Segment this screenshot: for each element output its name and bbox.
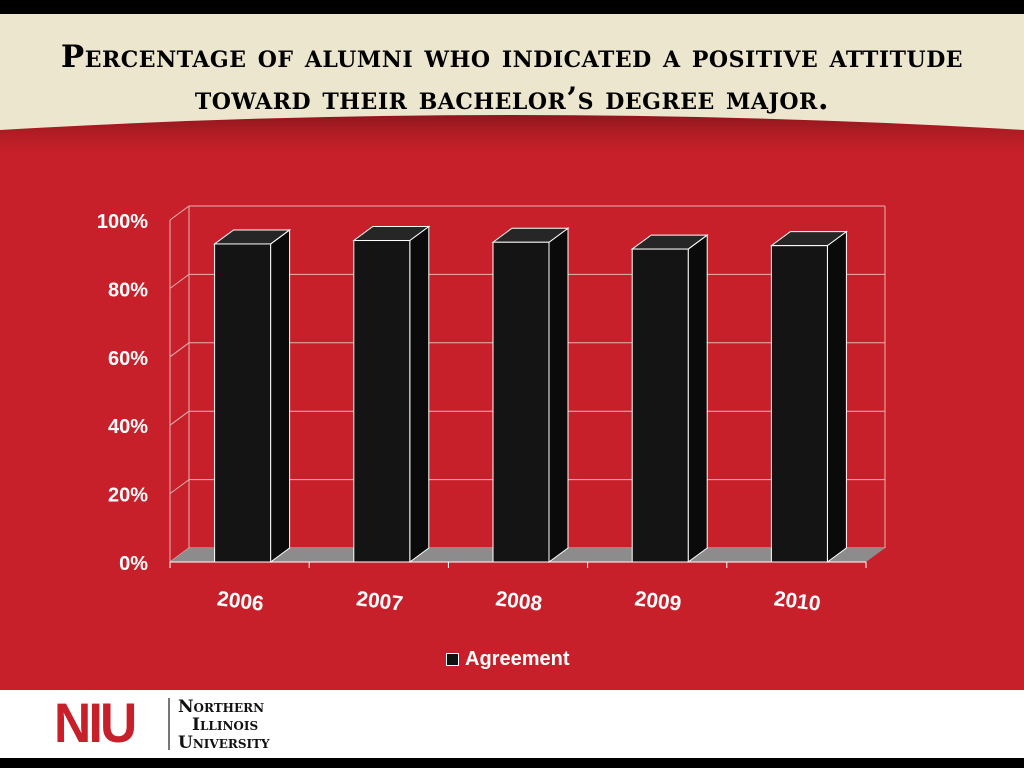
logo-line-1: Northern xyxy=(178,697,265,717)
bar-chart: 0% 20% 40% 60% 80% 100% 2006 2007 2008 2009 2010 xyxy=(97,205,886,616)
x-tick-label: 2009 xyxy=(633,587,682,616)
gridline-side xyxy=(169,273,190,289)
bar xyxy=(631,248,689,563)
logo-line-3: University xyxy=(178,733,270,753)
title-banner xyxy=(0,14,1024,154)
gridline-side xyxy=(169,410,190,426)
y-tick-label: 40% xyxy=(108,416,148,438)
logo-line-2: Illinois xyxy=(192,715,259,735)
bar xyxy=(770,245,828,563)
chart-legend: Agreement xyxy=(446,648,569,671)
logo-divider xyxy=(168,698,170,750)
y-tick-label: 80% xyxy=(108,279,148,301)
y-tick-label: 20% xyxy=(108,485,148,507)
bar-side xyxy=(826,230,847,563)
x-tick-label: 2007 xyxy=(355,587,404,616)
footer: NIU Northern Illinois University xyxy=(0,690,1024,758)
niu-logo-mark: NIU xyxy=(54,691,137,754)
x-tick-label: 2010 xyxy=(773,587,822,616)
gridline-side xyxy=(169,479,190,495)
gridline-side xyxy=(169,205,190,221)
x-tick-label: 2008 xyxy=(494,587,543,616)
bar xyxy=(214,243,272,563)
bar-side xyxy=(270,228,291,563)
bar xyxy=(353,240,411,563)
niu-logo-wordmark: Northern Illinois University xyxy=(178,698,270,752)
bar xyxy=(492,241,550,563)
y-tick-label: 100% xyxy=(97,211,148,233)
bar-side xyxy=(409,225,430,563)
y-tick-label: 60% xyxy=(108,348,148,370)
y-tick-label: 0% xyxy=(119,553,148,575)
legend-label: Agreement xyxy=(465,648,570,670)
top-border xyxy=(0,0,1024,14)
bar-side xyxy=(548,227,569,563)
x-tick-label: 2006 xyxy=(216,587,265,616)
gridline-side xyxy=(169,342,190,358)
bar-side xyxy=(687,234,708,563)
legend-swatch xyxy=(446,653,459,666)
slide-title: Percentage of alumni who indicated a pos… xyxy=(60,39,964,117)
bottom-border xyxy=(0,758,1024,768)
